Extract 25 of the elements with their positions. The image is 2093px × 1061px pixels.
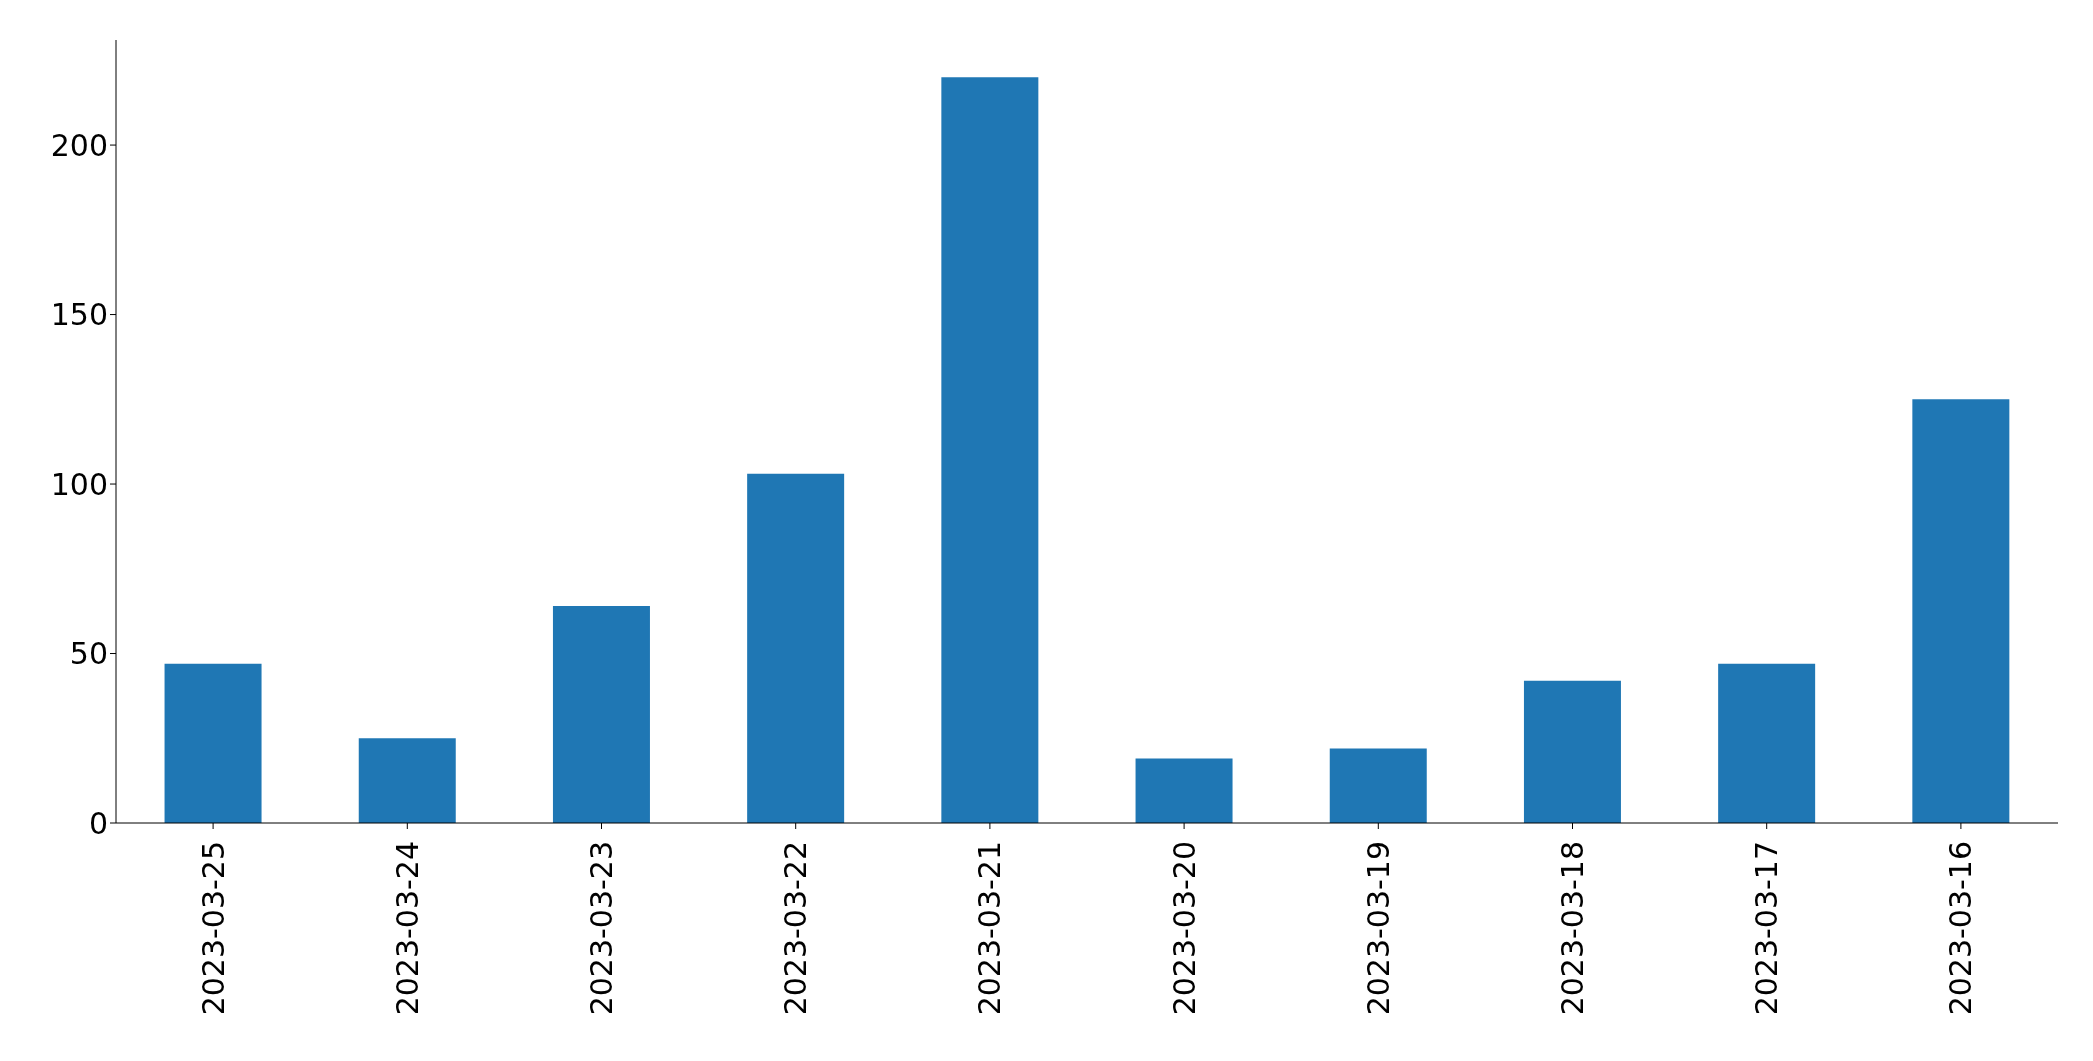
bar xyxy=(1523,680,1621,823)
bar xyxy=(747,473,845,823)
y-tick-label: 150 xyxy=(50,297,108,333)
bar xyxy=(552,606,650,823)
bar xyxy=(1135,758,1233,823)
x-tick-label: 2023-03-21 xyxy=(972,841,1008,1016)
bar xyxy=(164,663,262,823)
x-tick-label: 2023-03-25 xyxy=(195,841,231,1016)
bar xyxy=(1329,748,1427,823)
y-tick-label: 0 xyxy=(88,805,108,841)
bar xyxy=(1912,399,2010,823)
y-tick-label: 200 xyxy=(50,127,108,163)
bar xyxy=(358,738,456,823)
bar xyxy=(1718,663,1816,823)
bar xyxy=(941,77,1039,823)
x-tick-label: 2023-03-22 xyxy=(778,841,814,1016)
x-tick-label: 2023-03-16 xyxy=(1943,841,1979,1016)
x-tick-label: 2023-03-23 xyxy=(584,841,619,1016)
x-tick-label: 2023-03-17 xyxy=(1749,841,1785,1016)
y-tick-label: 100 xyxy=(50,466,108,502)
x-tick-label: 2023-03-19 xyxy=(1360,841,1396,1016)
x-tick-label: 2023-03-24 xyxy=(389,841,425,1016)
y-tick-label: 50 xyxy=(69,636,108,672)
x-tick-label: 2023-03-18 xyxy=(1555,841,1590,1016)
x-tick-label: 2023-03-20 xyxy=(1166,841,1202,1016)
